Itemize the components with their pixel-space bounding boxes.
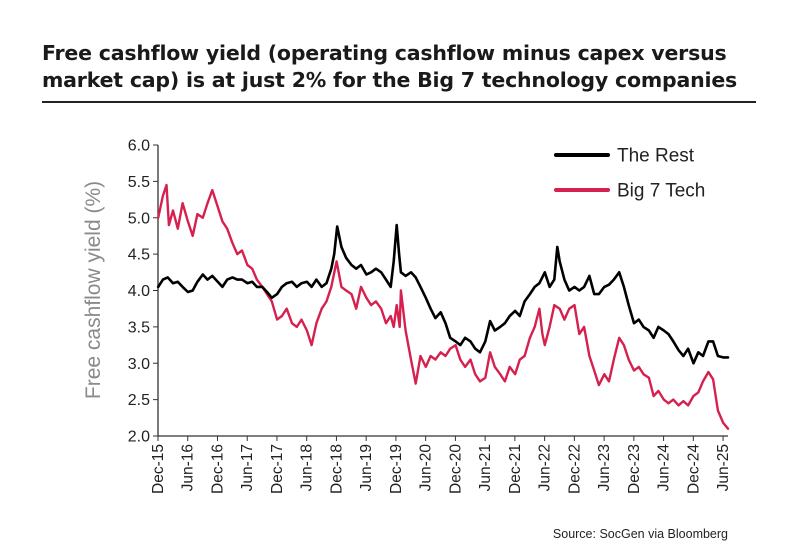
x-tick-label: Jun-18	[299, 444, 316, 491]
y-tick-label: 2.5	[128, 392, 150, 409]
x-tick-label: Jun-21	[477, 444, 494, 491]
x-tick-label: Jun-23	[596, 444, 613, 491]
legend-label: Big 7 Tech	[617, 181, 705, 202]
legend-label: The Rest	[617, 146, 695, 167]
x-tick-label: Dec-24	[685, 444, 702, 494]
chart-title: Free cashflow yield (operating cashflow …	[42, 41, 738, 92]
y-axis-label: Free cashflow yield (%)	[82, 181, 105, 399]
x-tick-label: Jun-20	[418, 444, 435, 492]
x-tick-label: Dec-18	[328, 444, 345, 494]
x-tick-label: Dec-16	[209, 444, 226, 494]
x-tick-label: Jun-16	[180, 444, 197, 491]
x-tick-label: Dec-22	[566, 444, 583, 494]
x-tick-label: Jun-22	[537, 444, 554, 491]
x-tick-label: Dec-20	[447, 444, 464, 494]
title-rule	[42, 101, 756, 103]
x-tick-label: Dec-15	[150, 444, 167, 494]
x-tick-label: Dec-23	[626, 444, 643, 494]
y-tick-label: 6.0	[128, 138, 150, 155]
x-tick-label: Dec-17	[269, 444, 286, 494]
x-tick-label: Jun-25	[715, 444, 732, 491]
x-tick-label: Jun-17	[239, 444, 256, 491]
series-line-the-rest	[156, 223, 730, 365]
y-tick-label: 4.0	[128, 283, 150, 300]
x-tick-label: Dec-21	[507, 444, 524, 494]
y-tick-label: 3.0	[128, 356, 150, 373]
x-tick-label: Dec-19	[388, 444, 405, 494]
y-tick-label: 4.5	[128, 247, 150, 264]
source-note: Source: SocGen via Bloomberg	[552, 527, 728, 541]
x-tick-label: Jun-19	[358, 444, 375, 491]
series-line-big-7-tech	[157, 183, 730, 430]
y-tick-label: 5.5	[128, 174, 150, 191]
y-tick-label: 2.0	[128, 429, 150, 446]
y-tick-label: 5.0	[128, 210, 150, 227]
y-tick-label: 3.5	[128, 319, 150, 336]
x-tick-label: Jun-24	[656, 444, 673, 492]
